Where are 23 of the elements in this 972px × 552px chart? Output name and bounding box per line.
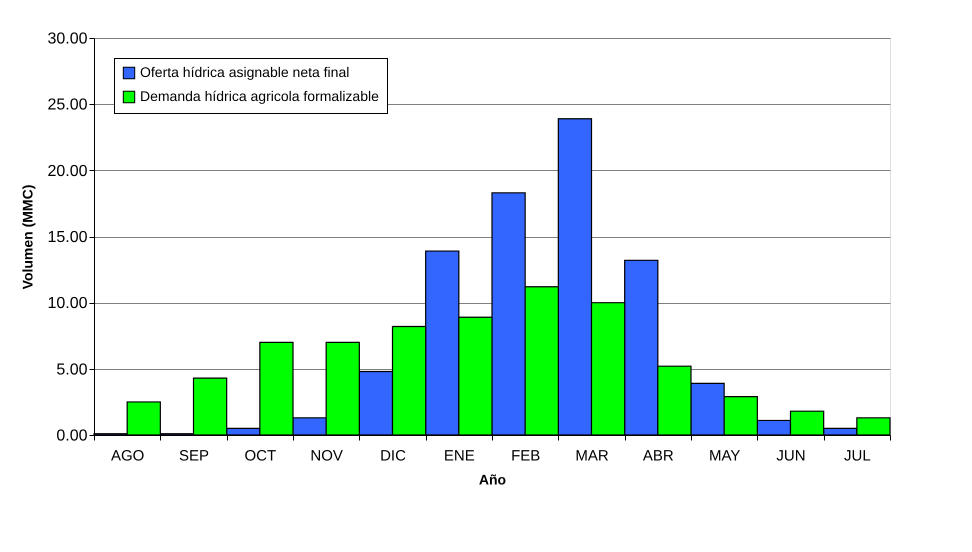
legend-label: Demanda hídrica agricola formalizable bbox=[140, 88, 380, 104]
y-tick-label: 30.00 bbox=[47, 30, 88, 48]
x-tick-label: JUN bbox=[776, 448, 806, 464]
x-tick-label: ABR bbox=[642, 448, 674, 464]
y-tick-label: 25.00 bbox=[47, 96, 88, 114]
y-tick-label: 0.00 bbox=[56, 428, 88, 444]
x-tick-label: NOV bbox=[310, 448, 343, 464]
x-tick-label: OCT bbox=[244, 448, 276, 464]
x-tick-label: SEP bbox=[178, 448, 210, 464]
x-tick-label: MAR bbox=[575, 448, 609, 464]
x-tick-label: FEB bbox=[511, 448, 540, 464]
x-tick-label: MAY bbox=[708, 448, 740, 464]
legend-label: Oferta hídrica asignable neta final bbox=[140, 64, 350, 80]
y-tick-label: 15.00 bbox=[47, 229, 88, 246]
x-tick-label: JUL bbox=[844, 448, 871, 464]
y-tick-label: 5.00 bbox=[56, 361, 88, 378]
y-tick-label: 20.00 bbox=[47, 162, 88, 180]
y-axis-title: Volumen (MMC) bbox=[19, 184, 36, 290]
x-tick-label: DIC bbox=[380, 448, 406, 464]
x-axis-title: Año bbox=[478, 472, 506, 488]
y-tick-label: 10.00 bbox=[47, 295, 88, 312]
x-tick-label: ENE bbox=[444, 448, 475, 464]
x-tick-label: AGO bbox=[110, 448, 144, 464]
